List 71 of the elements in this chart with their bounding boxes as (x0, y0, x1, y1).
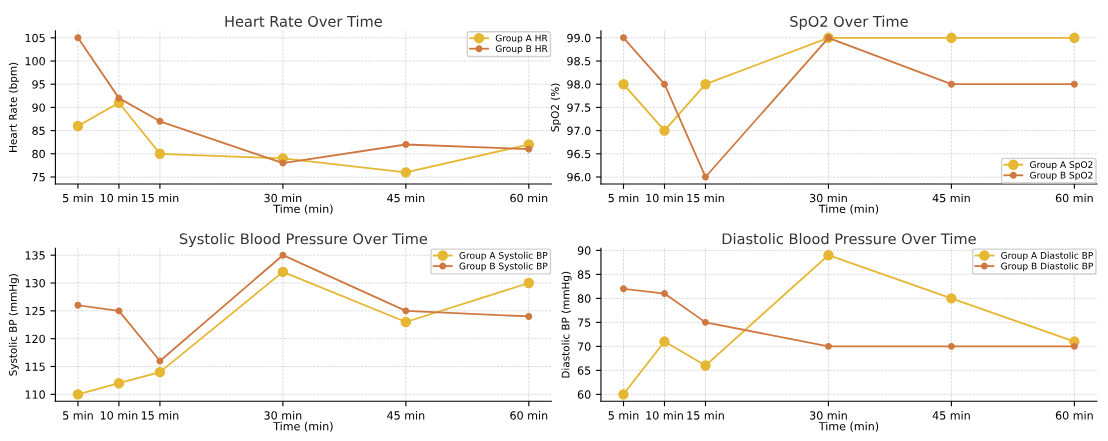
x-tick-label: 45 min (387, 193, 425, 203)
y-tick-label: 80 (32, 149, 45, 159)
y-axis-title: Diastolic BP (mmHg) (561, 271, 572, 378)
x-tick-label: 60 min (510, 411, 548, 420)
y-tick-label: 90 (32, 103, 45, 112)
chart-title: SpO2 Over Time (790, 15, 908, 30)
y-tick-label: 96.5 (567, 149, 591, 159)
x-tick-label: 45 min (387, 411, 425, 420)
y-tick-label: 90 (577, 246, 591, 255)
y-tick-label: 120 (25, 334, 45, 344)
y-tick-label: 130 (25, 279, 45, 288)
y-tick-label: 98.5 (567, 57, 591, 66)
y-axis-title: SpO2 (%) (550, 83, 561, 132)
y-tick-label: 99.0 (567, 33, 591, 43)
legend-label: Group B HR (495, 45, 548, 54)
legend-label: Group A SpO2 (1030, 161, 1093, 170)
y-tick-label: 60 (577, 390, 591, 399)
x-tick-label: 10 min (646, 193, 683, 203)
chart-title: Systolic Blood Pressure Over Time (179, 232, 428, 248)
x-tick-label: 30 min (809, 411, 847, 420)
x-axis-title: Time (min) (818, 421, 879, 432)
legend-label: Group A Systolic BP (459, 251, 548, 261)
x-tick-label: 45 min (932, 193, 970, 203)
legend-label: Group B Diastolic BP (1001, 262, 1093, 272)
x-tick-label: 30 min (809, 193, 847, 203)
y-tick-label: 80 (577, 294, 591, 303)
y-tick-label: 96.0 (567, 172, 591, 182)
x-tick-label: 10 min (100, 193, 138, 203)
chart-title: Heart Rate Over Time (225, 15, 382, 27)
x-tick-label: 30 min (264, 193, 302, 203)
y-tick-label: 105 (25, 33, 45, 43)
x-tick-label: 10 min (646, 411, 683, 420)
legend-label: Group A Diastolic BP (1001, 251, 1093, 261)
y-tick-label: 75 (32, 173, 45, 182)
x-tick-label: 60 min (510, 193, 548, 203)
x-tick-label: 5 min (608, 411, 639, 420)
x-tick-label: 15 min (687, 411, 724, 420)
y-tick-label: 97.0 (567, 126, 591, 135)
y-tick-label: 100 (25, 57, 45, 66)
x-tick-label: 60 min (1055, 411, 1093, 420)
y-tick-label: 110 (25, 390, 45, 399)
legend-label: Group B SpO2 (1030, 171, 1093, 181)
y-axis-title: Systolic BP (mmHg) (8, 274, 19, 376)
y-tick-label: 70 (578, 342, 591, 351)
x-tick-label: 5 min (63, 411, 93, 420)
x-tick-label: 15 min (687, 193, 724, 203)
y-tick-label: 97.5 (567, 103, 591, 112)
chart-title: Diastolic Blood Pressure Over Time (722, 232, 976, 245)
x-tick-label: 15 min (141, 193, 179, 203)
y-tick-label: 135 (25, 251, 45, 260)
x-tick-label: 30 min (264, 411, 302, 420)
x-axis-title: Time (min) (273, 421, 333, 432)
y-axis-title: Heart Rate (bpm) (8, 62, 19, 152)
x-axis-title: Time (min) (273, 204, 333, 215)
y-tick-label: 85 (32, 126, 45, 135)
x-tick-label: 5 min (63, 193, 93, 203)
y-tick-label: 115 (25, 362, 45, 371)
y-tick-label: 95 (32, 80, 45, 89)
legend-label: Group B Systolic BP (459, 262, 548, 272)
y-tick-label: 85 (577, 270, 591, 279)
x-tick-label: 10 min (100, 411, 138, 420)
x-tick-label: 5 min (608, 193, 639, 203)
y-tick-label: 125 (25, 306, 45, 316)
x-tick-label: 15 min (141, 411, 179, 420)
y-tick-label: 75 (578, 318, 591, 327)
y-tick-label: 65 (577, 366, 591, 375)
x-axis-title: Time (min) (818, 204, 879, 215)
x-tick-label: 60 min (1055, 193, 1093, 203)
legend-label: Group A HR (495, 34, 548, 44)
y-tick-label: 98.0 (567, 80, 591, 89)
x-tick-label: 45 min (932, 411, 970, 420)
